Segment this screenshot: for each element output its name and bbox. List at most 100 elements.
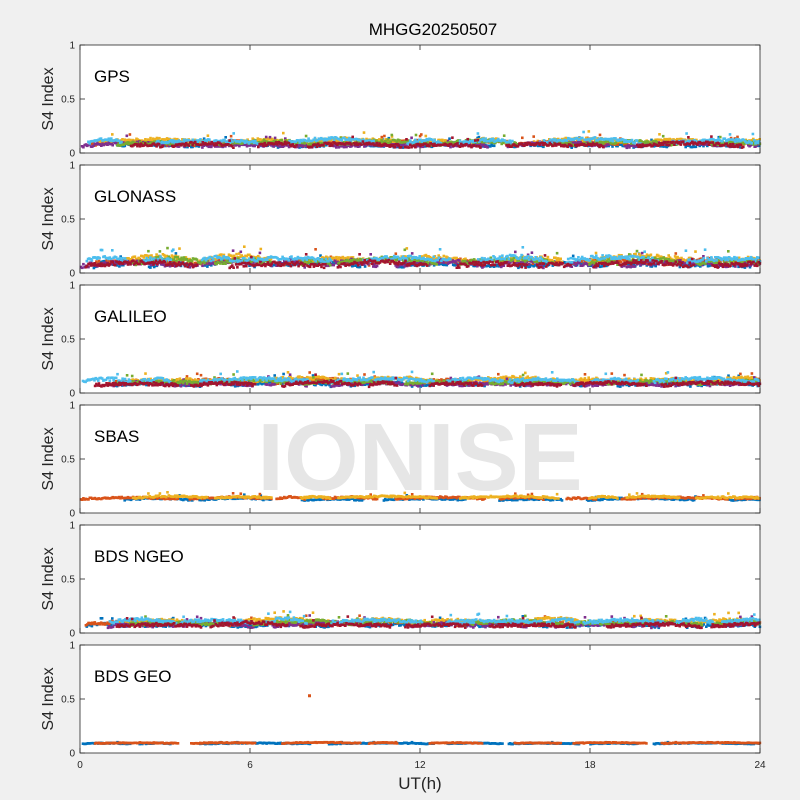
- data-point: [728, 133, 732, 136]
- data-point: [651, 139, 655, 143]
- data-point: [669, 138, 673, 141]
- data-point: [139, 140, 142, 144]
- data-point: [464, 259, 467, 263]
- data-point: [344, 256, 347, 260]
- data-point: [272, 142, 275, 146]
- data-point: [299, 144, 302, 147]
- data-point: [293, 142, 296, 145]
- data-point: [396, 138, 400, 142]
- data-point: [92, 144, 95, 147]
- data-point: [316, 138, 319, 142]
- data-point: [93, 142, 97, 146]
- data-point: [401, 146, 405, 149]
- data-point: [324, 264, 328, 268]
- data-point: [717, 142, 721, 145]
- data-point: [464, 257, 467, 261]
- data-point: [211, 142, 215, 145]
- data-point: [282, 131, 285, 135]
- data-point: [454, 260, 457, 263]
- data-point: [542, 264, 546, 267]
- data-point: [660, 142, 663, 145]
- data-point: [555, 251, 559, 255]
- data-point: [340, 139, 343, 142]
- data-point: [554, 140, 557, 144]
- data-point: [574, 141, 577, 144]
- data-point: [232, 146, 235, 149]
- data-point: [101, 139, 104, 142]
- data-point: [161, 143, 164, 146]
- data-point: [623, 140, 626, 143]
- data-point: [432, 264, 436, 267]
- data-point: [100, 144, 103, 147]
- data-point: [312, 138, 315, 141]
- data-point: [625, 140, 629, 144]
- data-point: [199, 138, 202, 141]
- data-point: [309, 260, 313, 264]
- data-point: [482, 143, 485, 146]
- data-point: [666, 140, 670, 144]
- data-point: [206, 134, 210, 137]
- data-point: [744, 140, 747, 143]
- data-point: [173, 141, 177, 145]
- data-point: [455, 144, 459, 148]
- data-point: [706, 144, 709, 148]
- data-point: [752, 139, 756, 142]
- data-point: [244, 143, 248, 147]
- data-point: [703, 138, 706, 142]
- data-point: [375, 139, 378, 142]
- data-point: [708, 141, 712, 144]
- data-point: [238, 144, 241, 148]
- data-point: [178, 247, 181, 250]
- data-point: [439, 140, 443, 143]
- data-point: [428, 262, 432, 265]
- data-point: [336, 258, 339, 261]
- data-point: [678, 141, 681, 144]
- data-point: [717, 137, 720, 141]
- data-point: [374, 144, 377, 147]
- data-point: [456, 142, 459, 145]
- data-point: [526, 253, 530, 257]
- data-point: [540, 259, 543, 263]
- data-point: [654, 264, 657, 268]
- data-point: [582, 130, 585, 134]
- data-point: [351, 256, 355, 259]
- data-point: [466, 137, 469, 141]
- data-point: [237, 141, 240, 145]
- data-point: [97, 259, 101, 263]
- data-point: [593, 136, 597, 139]
- data-point: [118, 265, 121, 268]
- data-point: [416, 140, 420, 143]
- data-point: [602, 142, 605, 145]
- data-point: [136, 144, 139, 148]
- data-point: [626, 144, 630, 147]
- data-point: [524, 141, 527, 145]
- data-point: [554, 138, 557, 141]
- data-point: [553, 142, 557, 145]
- data-point: [307, 261, 310, 265]
- data-point: [372, 265, 375, 268]
- data-point: [586, 138, 589, 141]
- data-point: [608, 140, 611, 144]
- data-point: [323, 141, 326, 145]
- data-point: [329, 142, 333, 145]
- data-point: [645, 264, 649, 267]
- data-point: [95, 260, 98, 263]
- data-point: [389, 138, 393, 142]
- data-point: [190, 140, 193, 144]
- data-point: [320, 143, 324, 147]
- data-point: [272, 145, 276, 148]
- data-point: [380, 139, 383, 142]
- data-point: [542, 139, 546, 142]
- data-point: [155, 253, 158, 256]
- data-point: [657, 254, 660, 258]
- data-point: [375, 141, 379, 145]
- data-point: [157, 142, 161, 146]
- data-point: [228, 141, 232, 144]
- data-point: [679, 143, 683, 146]
- data-point: [119, 255, 122, 258]
- data-point: [107, 141, 111, 144]
- data-point: [317, 142, 320, 146]
- data-point: [395, 140, 399, 144]
- data-point: [634, 252, 637, 256]
